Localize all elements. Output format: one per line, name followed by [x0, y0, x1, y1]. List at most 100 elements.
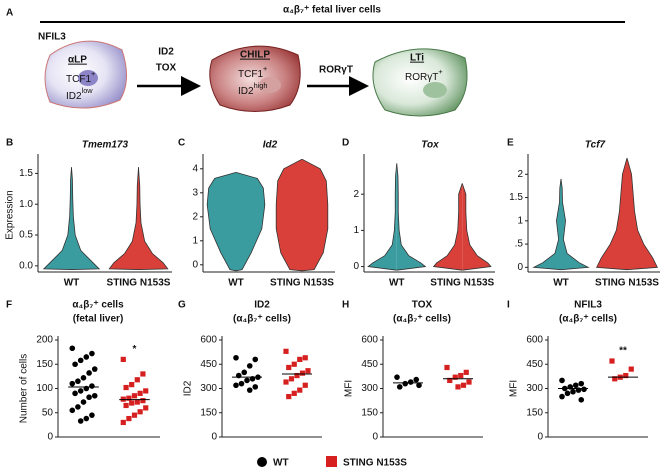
data-point: [123, 384, 129, 391]
y-tick-label: 1: [353, 225, 359, 236]
cell-name: αLP: [68, 55, 87, 66]
data-point: [564, 390, 571, 397]
data-point: [286, 393, 292, 400]
data-point: [86, 370, 92, 376]
data-point: [143, 388, 149, 394]
violin-half: [42, 167, 72, 270]
y-axis-label: ID2: [183, 380, 194, 396]
data-point: [559, 377, 565, 384]
y-tick-label: 150: [36, 359, 53, 370]
cell-marker: TCF1+: [238, 64, 267, 79]
data-point: [238, 380, 245, 387]
arrow-label: ID2: [158, 47, 174, 58]
chart-title: (fetal liver): [73, 314, 124, 325]
marker-level: high: [254, 81, 268, 90]
marker-level: +: [438, 67, 442, 76]
significance: *: [133, 344, 137, 355]
data-point: [244, 377, 250, 384]
y-tick-label: 450: [526, 359, 543, 370]
legend-marker: [326, 456, 337, 467]
y-tick-label: 0: [372, 432, 378, 443]
data-point: [297, 356, 303, 362]
data-point: [91, 392, 98, 399]
panel-label: E: [507, 138, 514, 149]
data-point: [444, 364, 450, 371]
marker-level: +: [91, 69, 95, 78]
data-point: [91, 366, 98, 372]
data-point: [246, 387, 253, 393]
cell-name: LTi: [410, 53, 424, 64]
data-point: [89, 383, 95, 389]
y-tick-label: 200: [36, 335, 53, 346]
marker-name: TCF1: [238, 69, 263, 80]
y-axis-label: MFI: [509, 380, 520, 397]
violin-half: [108, 167, 139, 270]
data-point: [126, 395, 132, 401]
violin-half: [71, 167, 101, 270]
data-point: [628, 366, 634, 372]
data-point: [302, 382, 308, 388]
y-axis-label: Number of cells: [19, 354, 30, 423]
panel-label: G: [178, 300, 186, 311]
y-tick-label: 2: [517, 169, 523, 180]
x-tick-label: WT: [389, 278, 405, 289]
y-tick-label: 1: [192, 235, 198, 246]
data-point: [291, 361, 297, 367]
data-point: [89, 412, 95, 418]
y-tick-label: .5: [515, 239, 524, 250]
data-point: [413, 376, 420, 383]
data-point: [120, 356, 126, 362]
y-tick-label: 150: [526, 407, 543, 418]
marker-level: +: [263, 64, 267, 73]
data-point: [252, 356, 259, 363]
data-point: [612, 376, 618, 382]
data-point: [83, 385, 90, 392]
top-label: NFIL3: [38, 32, 66, 43]
cell-name: CHILP: [240, 50, 270, 61]
data-point: [458, 372, 464, 379]
marker-name: RORγT: [405, 72, 438, 83]
legend-label: WT: [273, 458, 289, 469]
data-point: [69, 407, 76, 414]
data-point: [570, 388, 576, 395]
violin-half: [626, 157, 658, 271]
data-point: [134, 377, 140, 383]
legend-label: STING N153S: [343, 458, 407, 469]
chart-title: (α₄β₇⁺ cells): [233, 314, 291, 325]
violin-half: [532, 178, 562, 271]
data-point: [83, 354, 90, 360]
chart-title: TOX: [412, 300, 433, 311]
diagram-title: α₄β₇⁺ fetal liver cells: [283, 5, 381, 16]
data-point: [447, 377, 453, 384]
data-point: [123, 402, 129, 409]
data-point: [126, 415, 132, 422]
data-point: [559, 393, 565, 400]
nucleus: [423, 82, 447, 98]
data-point: [80, 375, 87, 381]
arrow-label: RORγT: [319, 65, 353, 76]
data-point: [75, 404, 81, 410]
violin-half: [396, 163, 427, 271]
data-point: [131, 393, 138, 399]
violin-half: [432, 183, 463, 271]
violin-half: [560, 178, 590, 271]
cell-chilp: [209, 45, 301, 112]
y-tick-label: 0: [517, 262, 523, 273]
y-tick-label: 0: [353, 261, 359, 272]
data-point: [466, 379, 472, 385]
chart-title: (α₄β₇⁺ cells): [559, 314, 617, 325]
marker-name: ID2: [66, 91, 82, 102]
cell-lti: [372, 48, 468, 117]
chart-title: Id2: [263, 140, 278, 151]
cell-marker: TCF1+: [66, 69, 95, 84]
data-point: [291, 390, 297, 396]
legend-marker: [257, 457, 267, 467]
data-point: [69, 380, 76, 387]
x-tick-label: STING N153S: [595, 278, 659, 289]
y-tick-label: 1: [517, 215, 523, 226]
y-tick-label: 2: [192, 211, 198, 222]
data-point: [609, 358, 615, 364]
x-tick-label: STING N153S: [107, 278, 171, 289]
data-point: [286, 364, 292, 371]
